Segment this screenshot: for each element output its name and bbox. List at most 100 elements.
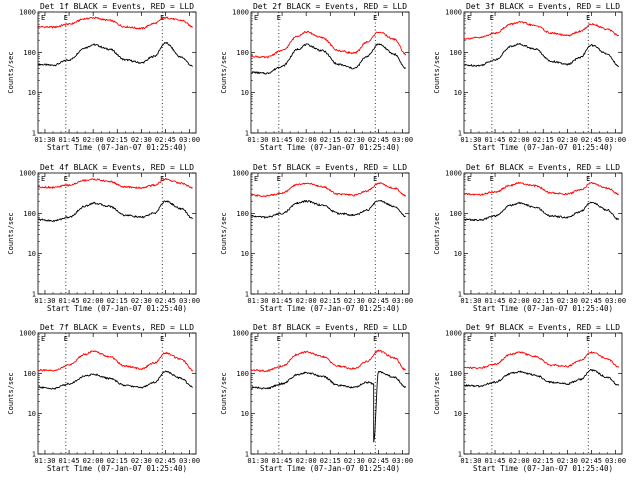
panel-title: Det 1f BLACK = Events, RED = LLD bbox=[40, 2, 194, 11]
panel-1: Det 1f BLACK = Events, RED = LLD 01:30 01:… bbox=[7, 2, 200, 152]
event-marker-label: E bbox=[160, 175, 164, 183]
y-tick-label: 1 bbox=[458, 291, 462, 299]
x-tick-label: 01:45 bbox=[485, 297, 506, 305]
panel-title: Det 8f BLACK = Events, RED = LLD bbox=[253, 323, 407, 332]
series-line-lld bbox=[251, 30, 407, 59]
x-tick-label: 01:45 bbox=[485, 136, 506, 144]
x-tick-label: 01:30 bbox=[247, 297, 268, 305]
panel-title: Det 4f BLACK = Events, RED = LLD bbox=[40, 163, 194, 172]
x-tick-label: 02:30 bbox=[131, 457, 152, 465]
panel-6: Det 6f BLACK = Events, RED = LLD 01:30 01:… bbox=[433, 163, 626, 313]
x-tick-label: 01:30 bbox=[34, 457, 55, 465]
event-marker-label: E bbox=[64, 175, 68, 183]
x-tick-label: 03:00 bbox=[392, 457, 413, 465]
y-tick-label: 1000 bbox=[232, 330, 249, 338]
panel-title: Det 2f BLACK = Events, RED = LLD bbox=[253, 2, 407, 11]
y-tick-label: 100 bbox=[449, 210, 462, 218]
series-line-events bbox=[251, 370, 407, 443]
plot-frame bbox=[463, 172, 623, 295]
y-tick-label: 10 bbox=[454, 250, 462, 258]
event-marker-label: E bbox=[277, 14, 281, 22]
x-tick-label: 02:00 bbox=[83, 457, 104, 465]
x-tick-label: 03:00 bbox=[605, 136, 626, 144]
x-tick-label: 02:15 bbox=[107, 297, 128, 305]
x-axis-label: Start Time (07-Jan-07 01:25:40) bbox=[47, 143, 187, 152]
series-line-lld bbox=[464, 20, 620, 40]
x-tick-label: 02:30 bbox=[131, 136, 152, 144]
x-tick-label: 02:00 bbox=[296, 297, 317, 305]
start-marker-label: E bbox=[41, 175, 45, 183]
y-tick-label: 100 bbox=[449, 370, 462, 378]
x-tick-label: 02:30 bbox=[131, 297, 152, 305]
y-tick-label: 100 bbox=[23, 49, 36, 57]
y-axis-label: Counts/sec bbox=[433, 372, 441, 414]
y-axis-label: Counts/sec bbox=[7, 372, 15, 414]
x-tick-label: 01:30 bbox=[460, 457, 481, 465]
panel-5: Det 5f BLACK = Events, RED = LLD 01:30 01:… bbox=[220, 163, 413, 313]
start-marker-label: E bbox=[41, 14, 45, 22]
series-line-events bbox=[38, 200, 193, 222]
event-marker-label: E bbox=[586, 175, 590, 183]
series-line-lld bbox=[251, 349, 407, 373]
panel-4: Det 4f BLACK = Events, RED = LLD 01:30 01:… bbox=[7, 163, 200, 313]
plot-frame bbox=[250, 11, 410, 134]
x-tick-label: 02:45 bbox=[155, 136, 176, 144]
event-marker-label: E bbox=[586, 335, 590, 343]
plot-frame bbox=[37, 332, 197, 455]
x-tick-label: 01:45 bbox=[59, 136, 80, 144]
panel-title: Det 9f BLACK = Events, RED = LLD bbox=[466, 323, 620, 332]
start-marker-label: E bbox=[467, 335, 471, 343]
event-marker-label: E bbox=[160, 14, 164, 22]
x-tick-label: 02:45 bbox=[581, 136, 602, 144]
y-tick-label: 100 bbox=[23, 370, 36, 378]
y-tick-label: 1 bbox=[32, 291, 36, 299]
x-tick-label: 01:30 bbox=[460, 297, 481, 305]
panel-9: Det 9f BLACK = Events, RED = LLD 01:30 01:… bbox=[433, 323, 626, 473]
x-tick-label: 02:15 bbox=[533, 297, 554, 305]
y-tick-label: 10 bbox=[241, 410, 249, 418]
y-axis-label: Counts/sec bbox=[220, 372, 228, 414]
series-line-events bbox=[251, 43, 407, 75]
y-tick-label: 1000 bbox=[445, 9, 462, 17]
plot-frame bbox=[463, 11, 623, 134]
x-tick-label: 03:00 bbox=[179, 136, 200, 144]
y-tick-label: 1 bbox=[245, 291, 249, 299]
x-tick-label: 02:30 bbox=[344, 457, 365, 465]
series-line-events bbox=[38, 370, 193, 390]
x-tick-label: 03:00 bbox=[179, 297, 200, 305]
start-marker-label: E bbox=[254, 335, 258, 343]
y-tick-label: 10 bbox=[241, 250, 249, 258]
x-tick-label: 01:45 bbox=[59, 297, 80, 305]
x-tick-label: 02:30 bbox=[344, 297, 365, 305]
event-marker-label: E bbox=[160, 335, 164, 343]
y-tick-label: 100 bbox=[236, 370, 249, 378]
start-marker-label: E bbox=[254, 14, 258, 22]
x-tick-label: 02:15 bbox=[320, 297, 341, 305]
event-marker-label: E bbox=[490, 14, 494, 22]
series-line-events bbox=[38, 42, 193, 67]
start-marker-label: E bbox=[467, 14, 471, 22]
series-line-events bbox=[464, 201, 620, 222]
y-axis-label: Counts/sec bbox=[433, 212, 441, 254]
y-tick-label: 10 bbox=[28, 410, 36, 418]
x-axis-label: Start Time (07-Jan-07 01:25:40) bbox=[260, 143, 400, 152]
x-tick-label: 03:00 bbox=[392, 136, 413, 144]
x-tick-label: 02:15 bbox=[533, 136, 554, 144]
y-axis-label: Counts/sec bbox=[7, 212, 15, 254]
x-tick-label: 02:15 bbox=[107, 136, 128, 144]
x-axis-label: Start Time (07-Jan-07 01:25:40) bbox=[260, 464, 400, 473]
x-tick-label: 02:00 bbox=[509, 457, 530, 465]
x-tick-label: 02:45 bbox=[581, 297, 602, 305]
event-marker-label: E bbox=[64, 14, 68, 22]
plot-frame bbox=[37, 172, 197, 295]
plot-frame bbox=[463, 332, 623, 455]
plot-frame bbox=[250, 172, 410, 295]
x-tick-label: 02:00 bbox=[83, 297, 104, 305]
event-marker-label: E bbox=[586, 14, 590, 22]
x-tick-label: 03:00 bbox=[605, 457, 626, 465]
panel-title: Det 7f BLACK = Events, RED = LLD bbox=[40, 323, 194, 332]
series-line-events bbox=[464, 42, 620, 68]
x-tick-label: 01:30 bbox=[34, 136, 55, 144]
y-tick-label: 10 bbox=[28, 250, 36, 258]
x-tick-label: 03:00 bbox=[392, 297, 413, 305]
